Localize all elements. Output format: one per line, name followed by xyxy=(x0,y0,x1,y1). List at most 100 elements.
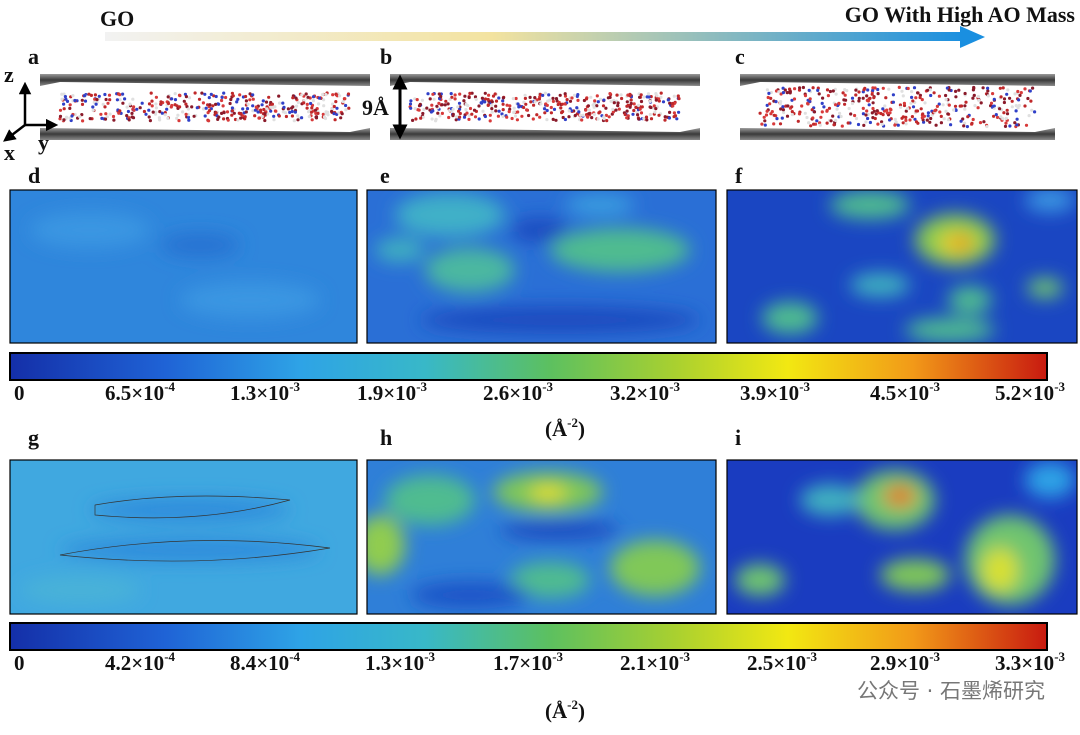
atom xyxy=(173,92,177,96)
atom xyxy=(1016,89,1020,94)
atom xyxy=(465,111,469,115)
atom xyxy=(1013,92,1017,96)
atom xyxy=(774,100,778,104)
atom xyxy=(321,112,325,116)
atom xyxy=(797,112,802,116)
atom xyxy=(261,99,265,103)
atom xyxy=(849,112,853,116)
atom xyxy=(304,92,308,96)
atom xyxy=(772,122,776,126)
atom xyxy=(324,111,328,116)
atom xyxy=(200,91,204,95)
atom xyxy=(668,110,672,114)
tick-exponent: -4 xyxy=(164,379,175,394)
tick-exponent: -3 xyxy=(806,649,817,664)
atom xyxy=(446,102,450,106)
atom xyxy=(419,116,423,120)
atom xyxy=(474,97,478,101)
atom xyxy=(604,106,608,110)
atom xyxy=(244,99,248,103)
heatmap-frames xyxy=(9,189,1078,615)
atom xyxy=(244,94,248,99)
atom xyxy=(230,109,234,113)
atom xyxy=(477,117,481,121)
atom xyxy=(159,100,163,104)
atom xyxy=(508,107,512,111)
tick-exponent: -3 xyxy=(424,649,435,664)
atom xyxy=(986,94,990,98)
panel-label: i xyxy=(735,425,741,450)
tick-base: 2.9×10 xyxy=(870,651,929,675)
atom xyxy=(154,102,158,106)
atom xyxy=(477,104,481,108)
atom xyxy=(548,98,552,102)
atom xyxy=(909,101,913,105)
atom xyxy=(470,112,474,116)
atom xyxy=(865,109,869,113)
atom xyxy=(551,99,556,103)
atom xyxy=(1013,121,1017,125)
atom xyxy=(850,96,855,100)
atom xyxy=(831,89,835,93)
atom xyxy=(816,88,820,92)
atom xyxy=(237,111,241,115)
atom xyxy=(645,118,649,122)
atom xyxy=(438,114,442,118)
atom xyxy=(966,115,970,119)
atom xyxy=(533,96,537,100)
atom xyxy=(586,104,591,108)
atom xyxy=(620,96,624,101)
atom xyxy=(563,94,568,98)
atom xyxy=(310,118,314,122)
atom xyxy=(1005,112,1010,116)
atom xyxy=(786,104,790,108)
atom xyxy=(606,96,611,100)
tick-base: 8.4×10 xyxy=(230,651,289,675)
atom xyxy=(861,106,865,110)
axis-y: y xyxy=(38,130,49,155)
atom xyxy=(809,124,813,128)
atom xyxy=(551,117,555,121)
atom xyxy=(549,111,554,115)
atom xyxy=(332,104,336,109)
atom xyxy=(322,104,326,108)
atom xyxy=(617,107,621,111)
atom xyxy=(922,114,927,118)
atom xyxy=(954,108,958,112)
atom xyxy=(101,102,105,106)
atom xyxy=(910,90,914,94)
atom xyxy=(812,110,817,114)
atom xyxy=(177,93,182,97)
atom xyxy=(944,109,948,113)
atom xyxy=(827,106,832,110)
atom xyxy=(995,115,1000,119)
atom xyxy=(230,106,234,110)
atom xyxy=(294,96,298,100)
atom xyxy=(763,123,767,127)
atom xyxy=(246,102,250,106)
gradient-arrow xyxy=(105,32,965,41)
atom xyxy=(1006,88,1010,92)
atom xyxy=(1010,99,1014,103)
atom xyxy=(220,111,224,115)
atom xyxy=(769,90,773,95)
atom xyxy=(118,109,122,113)
atom xyxy=(865,94,869,98)
atom xyxy=(337,111,341,115)
atom xyxy=(131,97,135,101)
atom xyxy=(978,121,983,125)
atom xyxy=(663,118,667,122)
atom xyxy=(193,91,197,95)
atom xyxy=(1001,117,1005,121)
atom xyxy=(963,121,967,125)
atom xyxy=(675,117,679,121)
atom xyxy=(857,90,861,94)
atom xyxy=(881,113,885,117)
atom xyxy=(554,97,559,101)
atom xyxy=(415,98,419,102)
atom xyxy=(266,112,270,116)
atom xyxy=(339,116,343,120)
atom xyxy=(972,85,976,90)
atom xyxy=(847,106,851,111)
atom xyxy=(132,108,136,112)
